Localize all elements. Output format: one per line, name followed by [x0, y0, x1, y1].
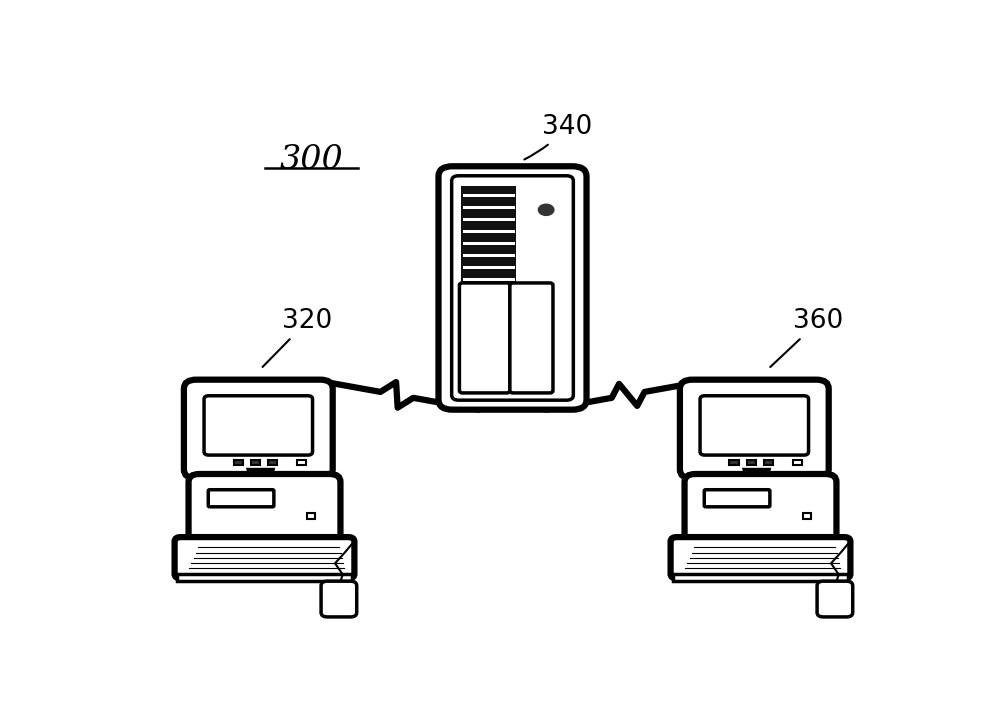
Bar — [461, 186, 516, 283]
FancyBboxPatch shape — [208, 489, 274, 507]
FancyBboxPatch shape — [184, 380, 333, 479]
Bar — [463, 265, 515, 269]
Bar — [307, 513, 315, 519]
Bar — [177, 574, 352, 581]
FancyBboxPatch shape — [817, 581, 853, 617]
Bar — [297, 460, 306, 465]
Bar — [803, 513, 811, 519]
FancyBboxPatch shape — [685, 474, 836, 543]
FancyBboxPatch shape — [700, 396, 809, 455]
Bar — [463, 278, 515, 281]
Text: 300: 300 — [279, 144, 343, 175]
Polygon shape — [744, 470, 769, 484]
Bar — [251, 460, 260, 465]
Text: 320: 320 — [263, 308, 332, 367]
Bar — [234, 460, 243, 465]
Text: 340: 340 — [524, 115, 592, 160]
Bar — [764, 460, 773, 465]
Circle shape — [538, 204, 554, 215]
FancyBboxPatch shape — [452, 175, 573, 400]
FancyBboxPatch shape — [704, 489, 770, 507]
FancyBboxPatch shape — [671, 537, 850, 579]
Bar — [463, 194, 515, 196]
Bar — [463, 254, 515, 257]
Bar — [268, 460, 277, 465]
FancyBboxPatch shape — [510, 283, 553, 393]
Bar — [463, 230, 515, 233]
FancyBboxPatch shape — [204, 396, 313, 455]
FancyBboxPatch shape — [321, 581, 357, 617]
Bar — [793, 460, 802, 465]
Bar — [463, 241, 515, 245]
Polygon shape — [248, 470, 273, 484]
Bar — [463, 205, 515, 209]
FancyBboxPatch shape — [189, 474, 340, 543]
FancyBboxPatch shape — [459, 283, 510, 393]
FancyBboxPatch shape — [175, 537, 354, 579]
Bar — [747, 460, 756, 465]
Bar — [673, 574, 848, 581]
Bar — [729, 460, 739, 465]
Bar — [463, 218, 515, 220]
FancyBboxPatch shape — [680, 380, 829, 479]
Text: 360: 360 — [770, 308, 844, 367]
FancyBboxPatch shape — [438, 166, 587, 410]
